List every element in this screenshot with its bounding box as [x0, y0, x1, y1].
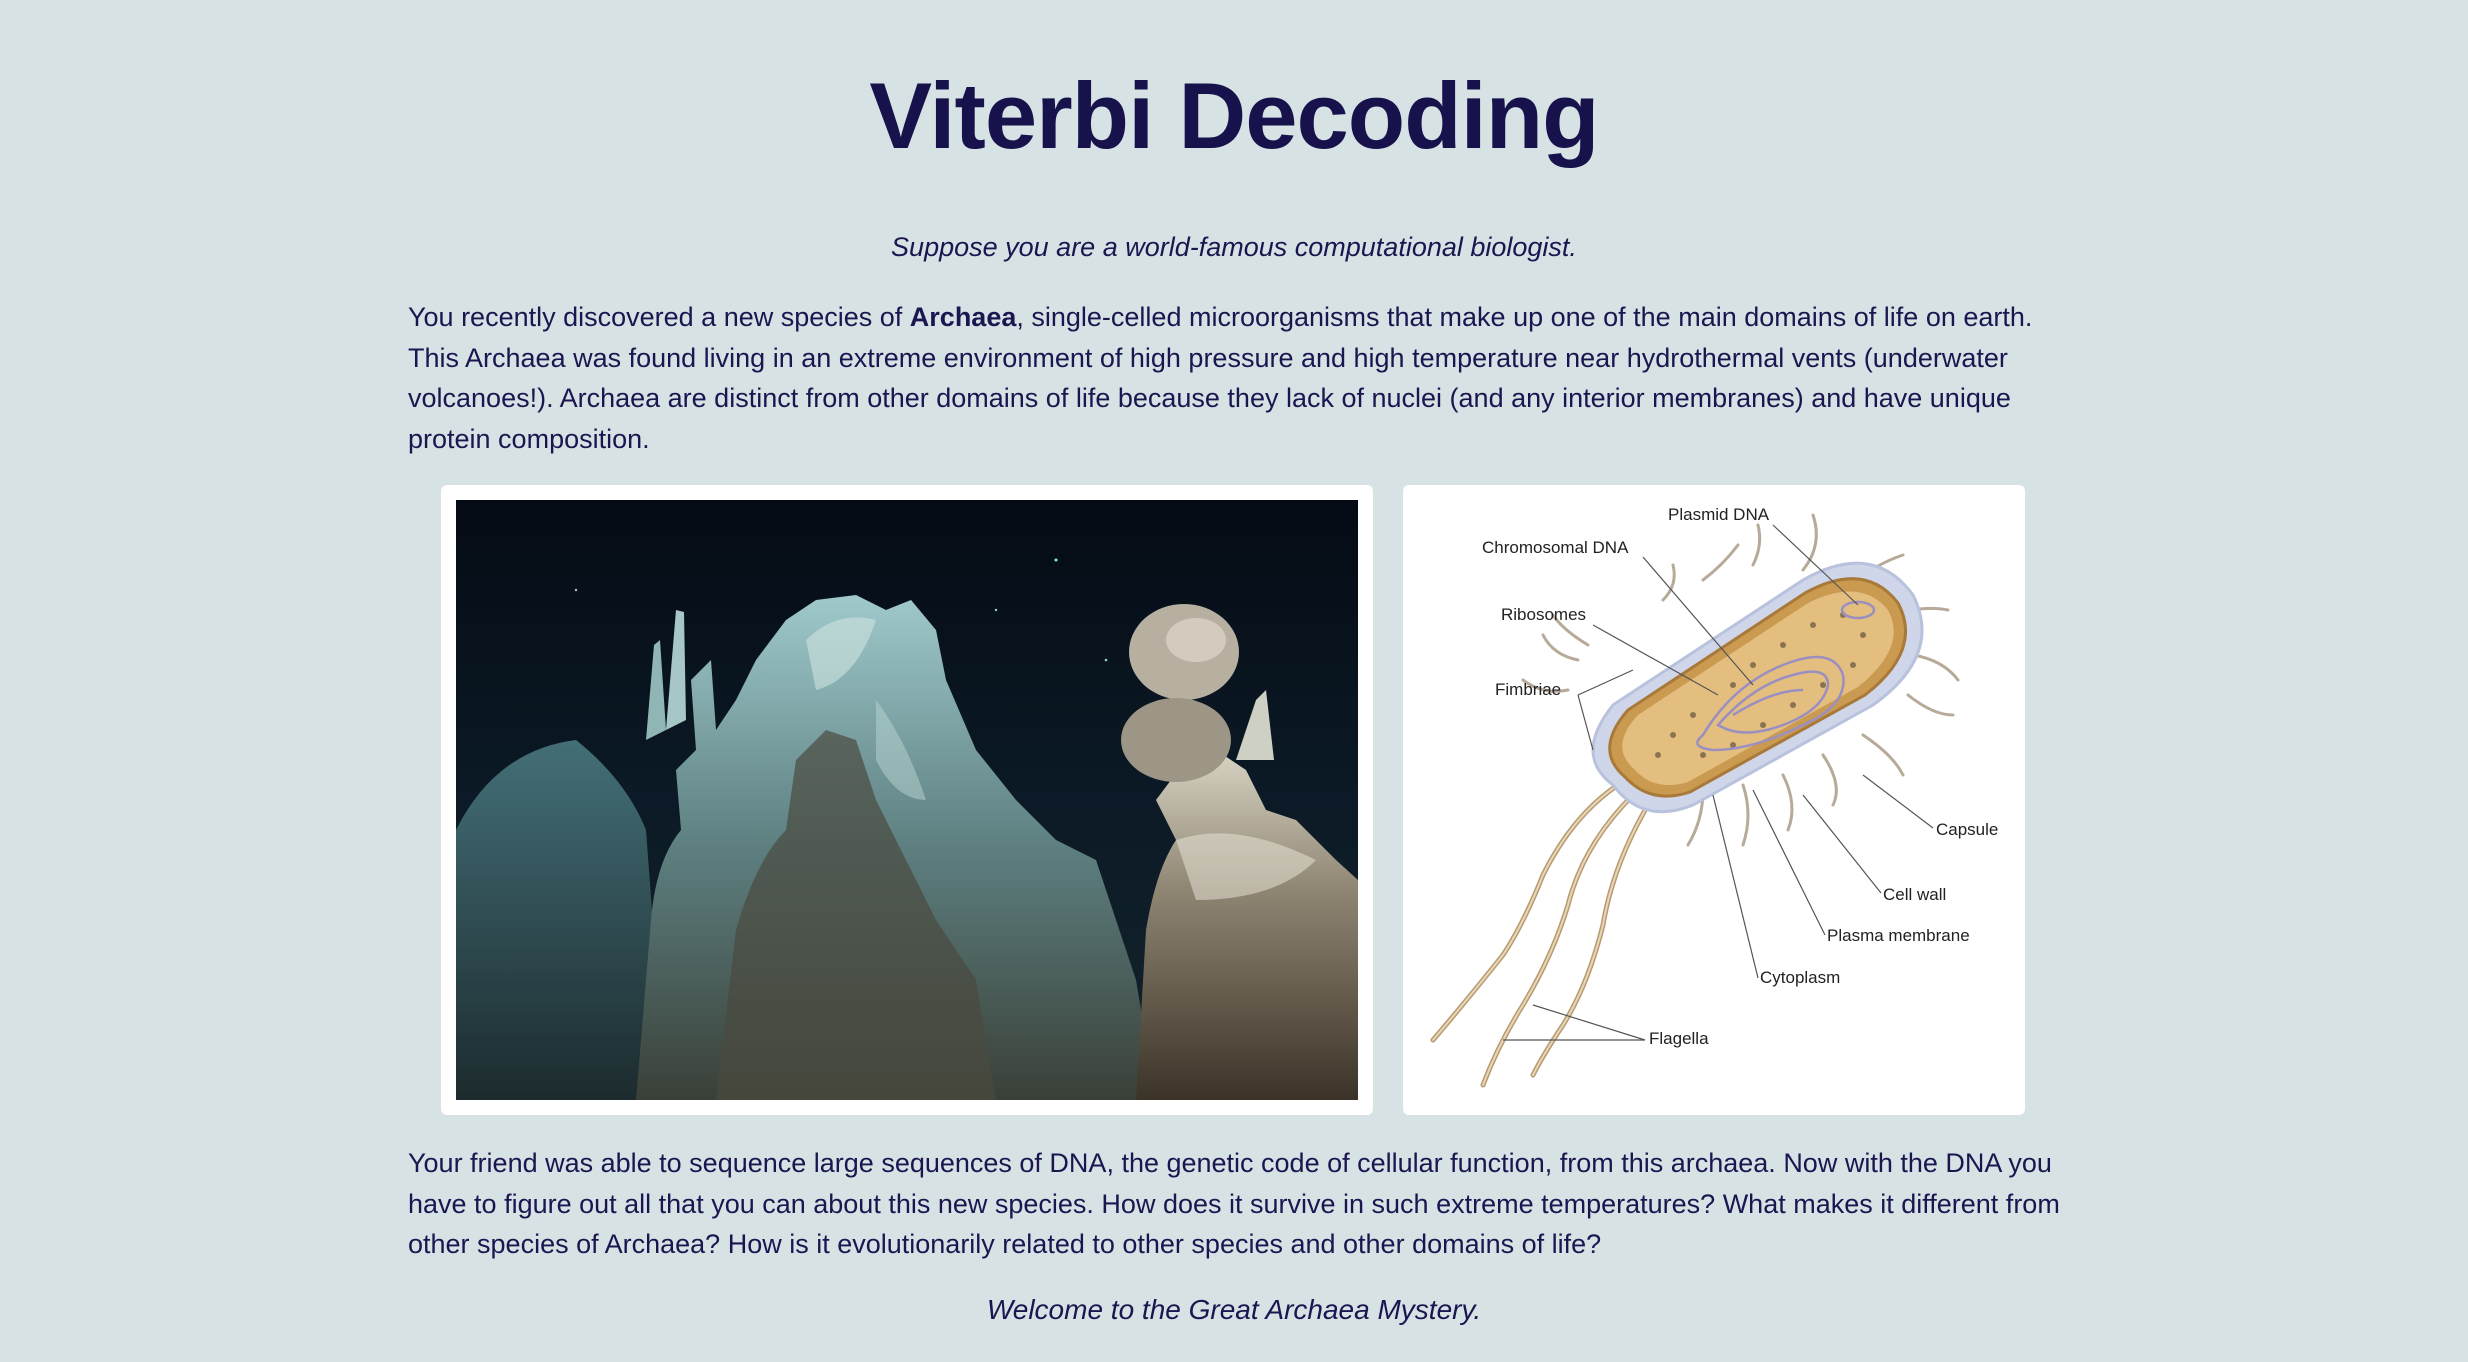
intro-paragraph: You recently discovered a new species of… [408, 297, 2068, 459]
label-ribosomes: Ribosomes [1501, 605, 1586, 624]
intro-bold-term: Archaea [909, 302, 1017, 332]
closing-text: Welcome to the Great Archaea Mystery. [986, 1294, 1482, 1325]
label-flagella: Flagella [1649, 1029, 1709, 1048]
label-chromosomal-dna: Chromosomal DNA [1482, 538, 1629, 557]
label-plasma-membrane: Plasma membrane [1827, 926, 1970, 945]
cytoplasm-area [1622, 591, 1894, 786]
page-title: Viterbi Decoding [869, 63, 1599, 168]
intro-text-before: You recently discovered a new species of [408, 302, 910, 332]
label-capsule: Capsule [1936, 820, 1998, 839]
label-plasmid-dna: Plasmid DNA [1668, 505, 1770, 524]
chromosomal-dna [1696, 655, 1845, 752]
intro-text-after: , single-celled microorganisms that make… [408, 302, 2033, 454]
label-fimbriae: Fimbriae [1495, 680, 1561, 699]
fimbriae-strands [1521, 513, 1960, 847]
hydrothermal-vent-photo [456, 500, 1358, 1100]
vent-photo-card [441, 485, 1373, 1115]
cell-diagram-card: Plasmid DNA Chromosomal DNA Ribosomes Fi… [1403, 485, 2025, 1115]
label-cell-wall: Cell wall [1883, 885, 1946, 904]
lead-text: Suppose you are a world-famous computati… [891, 232, 1577, 262]
label-cytoplasm: Cytoplasm [1760, 968, 1840, 987]
prokaryote-cell-diagram: Plasmid DNA Chromosomal DNA Ribosomes Fi… [1430, 505, 1998, 1088]
plasmid-dna [1840, 600, 1876, 620]
ribosome-dots [1655, 612, 1866, 758]
followup-paragraph: Your friend was able to sequence large s… [408, 1148, 2060, 1259]
leader-lines [1503, 524, 1934, 1041]
